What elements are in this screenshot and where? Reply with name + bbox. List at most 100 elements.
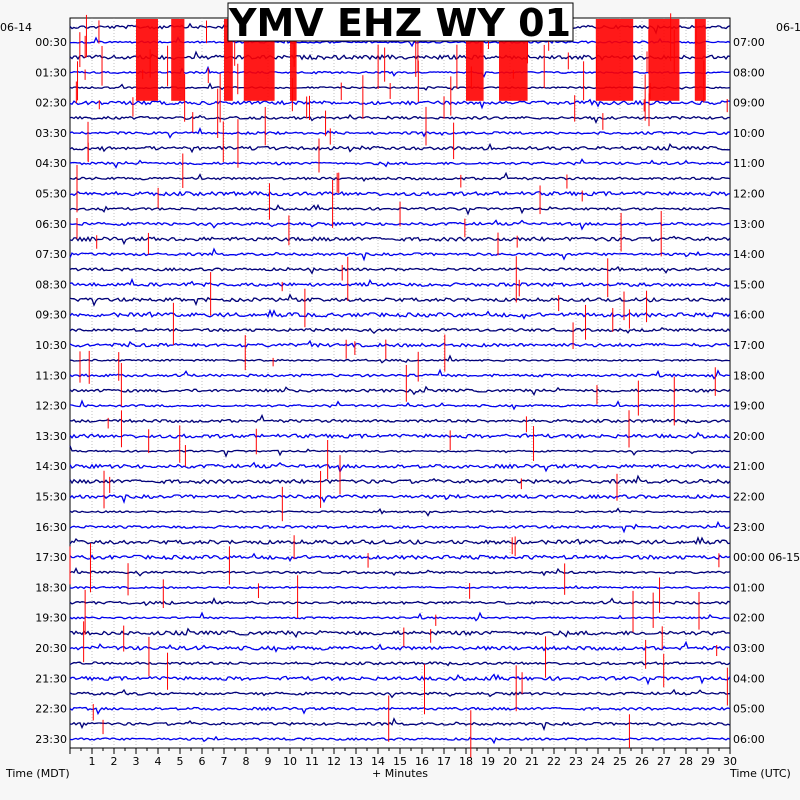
right-tick-label: 12:00 xyxy=(733,188,765,201)
right-tick-label: 08:00 xyxy=(733,66,765,79)
trace-line xyxy=(69,552,731,563)
left-tick-label: 20:30 xyxy=(35,642,67,655)
right-tick-label: 18:00 xyxy=(733,369,765,382)
x-tick-label: 16 xyxy=(415,755,429,768)
x-tick-label: 7 xyxy=(221,755,228,768)
left-tick-label: 02:30 xyxy=(35,97,67,110)
right-tick-label: 06:00 xyxy=(733,733,765,746)
left-tick-label: 14:30 xyxy=(35,460,67,473)
trace-line xyxy=(69,368,731,380)
x-tick-label: 8 xyxy=(243,755,250,768)
x-tick-label: 19 xyxy=(481,755,495,768)
clipped-event-block xyxy=(595,19,634,101)
clipped-event-block xyxy=(136,19,158,101)
trace-line xyxy=(69,627,731,639)
trace-line xyxy=(69,247,731,262)
x-tick-label: 30 xyxy=(723,755,737,768)
left-tick-label: 15:30 xyxy=(35,491,67,504)
trace-line xyxy=(70,399,731,411)
right-tick-label: 04:00 xyxy=(733,672,765,685)
clipped-event-block xyxy=(694,19,706,101)
x-tick-label: 9 xyxy=(265,755,272,768)
trace-line xyxy=(69,235,731,246)
trace-line xyxy=(69,190,731,197)
x-tick-label: 21 xyxy=(525,755,539,768)
x-tick-label: 23 xyxy=(569,755,583,768)
x-tick-label: 12 xyxy=(327,755,341,768)
x-axis-label: + Minutes xyxy=(372,767,428,780)
right-tick-label: 22:00 xyxy=(733,491,765,504)
trace-line xyxy=(69,413,731,425)
x-tick-label: 1 xyxy=(89,755,96,768)
right-date-label: 06-1 xyxy=(776,21,800,34)
x-tick-label: 22 xyxy=(547,755,561,768)
right-tick-label: 23:00 xyxy=(733,521,765,534)
x-tick-label: 11 xyxy=(305,755,319,768)
trace-line xyxy=(69,520,731,534)
traces xyxy=(69,21,731,745)
trace-line xyxy=(69,326,731,334)
left-tick-label: 07:30 xyxy=(35,248,67,261)
x-tick-label: 24 xyxy=(591,755,605,768)
right-tick-label: 07:00 xyxy=(733,36,765,49)
x-tick-label: 25 xyxy=(613,755,627,768)
trace-line xyxy=(69,596,731,607)
right-tick-label: 17:00 xyxy=(733,339,765,352)
trace-line xyxy=(69,354,731,364)
trace-line xyxy=(69,171,731,183)
x-tick-label: 10 xyxy=(283,755,297,768)
trace-line xyxy=(69,293,731,307)
x-axis: 1 2 3 4 5 6 7 8 9 10 11 12 13 14 15 16 17 18 19 20 21 22 23 24 2… xyxy=(69,748,737,768)
trace-line xyxy=(69,584,731,590)
x-tick-label: 26 xyxy=(635,755,649,768)
right-tick-label: 19:00 xyxy=(733,400,765,413)
x-tick-label: 5 xyxy=(177,755,184,768)
x-tick-label: 14 xyxy=(371,755,385,768)
right-tick-label: 11:00 xyxy=(733,157,765,170)
right-tick-label: 05:00 xyxy=(733,703,765,716)
x-tick-label: 18 xyxy=(459,755,473,768)
right-tick-label: 09:00 xyxy=(733,97,765,110)
left-tick-label: 10:30 xyxy=(35,339,67,352)
trace-line xyxy=(69,265,731,275)
trace-line xyxy=(69,688,730,699)
x-tick-label: 29 xyxy=(701,755,715,768)
right-tick-label: 00:00 06-15 xyxy=(733,551,800,564)
left-tick-label: 12:30 xyxy=(35,400,67,413)
trace-line xyxy=(69,461,730,474)
trace-line xyxy=(69,474,731,485)
clipped-events xyxy=(69,13,728,759)
chart-title: YMV EHZ WY 01 xyxy=(228,1,571,45)
trace-line xyxy=(69,661,731,667)
trace-line xyxy=(69,277,731,288)
left-tick-label: 08:30 xyxy=(35,278,67,291)
left-tick-label: 21:30 xyxy=(35,672,67,685)
x-tick-label: 27 xyxy=(657,755,671,768)
trace-line xyxy=(69,158,731,169)
left-tick-label: 22:30 xyxy=(35,703,67,716)
trace-line xyxy=(69,308,731,320)
x-tick-label: 6 xyxy=(199,755,206,768)
x-tick-label: 3 xyxy=(133,755,140,768)
trace-line xyxy=(69,385,731,397)
clipped-event-block xyxy=(290,19,297,101)
trace-line xyxy=(69,127,731,139)
left-tick-label: 00:30 xyxy=(35,36,67,49)
right-tick-label: 16:00 xyxy=(733,309,765,322)
title-box xyxy=(227,2,574,42)
left-tick-label: 11:30 xyxy=(35,369,67,382)
clipped-event-block xyxy=(224,19,233,101)
trace-line xyxy=(69,339,731,348)
left-date-label: 06-14 xyxy=(0,21,32,34)
left-tick-label: 23:30 xyxy=(35,733,67,746)
right-tick-label: 02:00 xyxy=(733,612,765,625)
left-tick-label: 04:30 xyxy=(35,157,67,170)
x-tick-label: 28 xyxy=(679,755,693,768)
right-tick-label: 20:00 xyxy=(733,430,765,443)
trace-line xyxy=(69,706,731,716)
trace-line xyxy=(69,142,731,154)
left-tick-label: 06:30 xyxy=(35,218,67,231)
left-tick-label: 18:30 xyxy=(35,581,67,594)
